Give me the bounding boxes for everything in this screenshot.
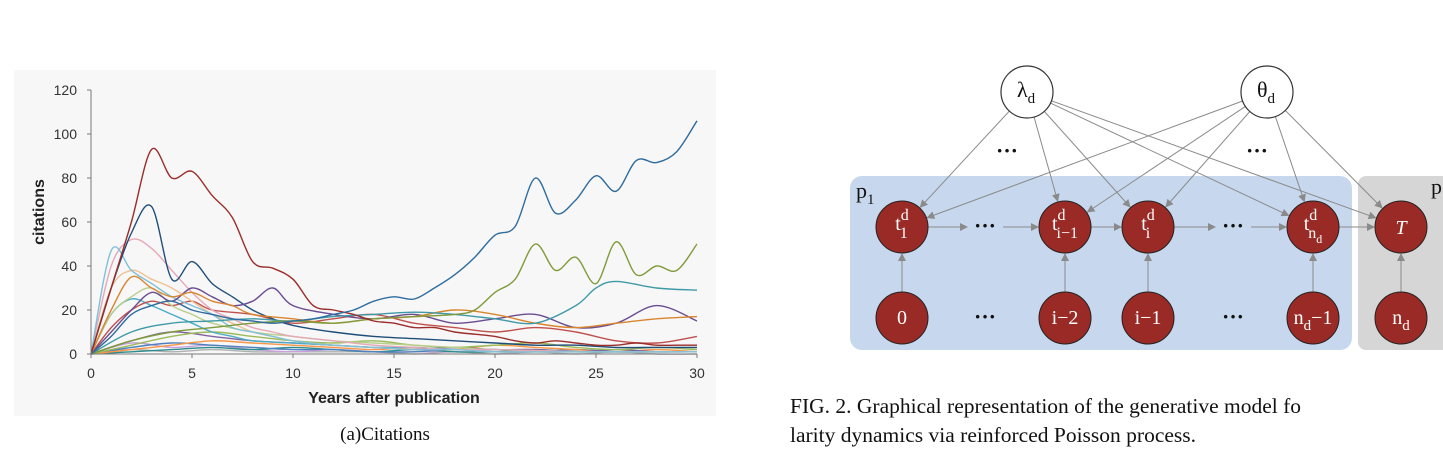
parameter-edge <box>1043 111 1131 208</box>
parameter-edge <box>1284 110 1383 209</box>
blue-plate-box <box>850 176 1352 350</box>
series-line <box>90 300 698 355</box>
edge-group <box>898 100 1405 292</box>
ellipsis-dots: ··· <box>974 213 996 238</box>
parameter-node: λd <box>1000 65 1054 119</box>
svg-text:nd: nd <box>1392 307 1410 334</box>
caption-line-2: larity dynamics via reinforced Poisson p… <box>790 423 1197 447</box>
x-tick-label: 25 <box>588 365 604 381</box>
x-tick-label: 30 <box>689 365 705 381</box>
graphical-model-diagram: p1 p λd θd ··· ··· td 1 ··· td i−1 td i ··· td nd T 0 ··… <box>850 65 1443 350</box>
event-time-node: td 1 <box>875 200 929 254</box>
series-line <box>90 280 698 355</box>
svg-text:nd−1: nd−1 <box>1294 307 1333 334</box>
count-node: 0 <box>875 291 929 345</box>
y-tick-label: 60 <box>61 214 77 230</box>
series-line <box>90 204 697 355</box>
series-line <box>90 246 697 355</box>
svg-text:T: T <box>1395 217 1408 239</box>
count-node: nd−1 <box>1286 291 1340 345</box>
y-tick-label: 20 <box>61 302 77 318</box>
parameter-edge <box>1274 116 1306 203</box>
svg-text:θd: θd <box>1257 77 1276 107</box>
y-axis-label: citations <box>31 179 48 245</box>
caption-line-1: FIG. 2. Graphical representation of the … <box>790 394 1302 418</box>
parameter-edge <box>1165 111 1251 208</box>
ellipsis-dots: ··· <box>1246 138 1268 163</box>
ellipsis-dots: ··· <box>974 304 996 329</box>
right-figure-caption: FIG. 2. Graphical representation of the … <box>790 392 1443 450</box>
parameter-edge <box>1086 106 1246 213</box>
parameter-edge <box>919 110 1010 208</box>
x-tick-label: 20 <box>487 365 503 381</box>
count-node: nd <box>1374 291 1428 345</box>
left-figure-caption: (a)Citations <box>340 424 430 445</box>
event-time-node: td nd <box>1286 200 1340 254</box>
y-tick-label: 40 <box>61 258 77 274</box>
count-node: i−1 <box>1121 291 1175 345</box>
y-tick-label: 0 <box>69 346 77 362</box>
svg-text:tdi: td i <box>1141 207 1155 242</box>
svg-text:i−1: i−1 <box>1135 307 1162 329</box>
ellipsis-dots: ··· <box>996 138 1018 163</box>
y-tick-label: 120 <box>54 82 78 98</box>
svg-text:td1: td 1 <box>895 207 909 242</box>
plate-label-left: p1 <box>856 178 875 208</box>
series-line <box>90 287 698 355</box>
y-tick-label: 100 <box>54 126 78 142</box>
parameter-edge <box>1050 102 1290 217</box>
x-tick-label: 0 <box>87 365 95 381</box>
chart-series-group <box>90 120 698 355</box>
series-line <box>90 241 698 355</box>
event-time-node: T <box>1374 200 1428 254</box>
chart-background <box>14 70 716 416</box>
series-line <box>90 238 698 355</box>
svg-text:i−2: i−2 <box>1052 307 1079 329</box>
series-line <box>90 147 697 355</box>
event-time-node: td i−1 <box>1038 200 1092 254</box>
y-tick-label: 80 <box>61 170 77 186</box>
event-time-node: td i <box>1121 200 1175 254</box>
parameter-edge <box>926 100 1243 219</box>
svg-text:λd: λd <box>1017 77 1036 107</box>
x-tick-group: 0 5 10 15 20 25 30 <box>87 354 705 381</box>
parameter-node: θd <box>1240 65 1294 119</box>
ellipsis-dots: ··· <box>1222 304 1244 329</box>
count-node: i−2 <box>1038 291 1092 345</box>
plate-label-right: p <box>1431 174 1442 199</box>
svg-text:0: 0 <box>897 307 907 329</box>
series-line <box>90 120 698 355</box>
series-line <box>90 348 698 355</box>
parameter-edge <box>1051 100 1377 220</box>
ellipsis-dots: ··· <box>1222 213 1244 238</box>
x-tick-label: 5 <box>188 365 196 381</box>
y-tick-group: 0 20 40 60 80 100 120 <box>54 82 91 362</box>
svg-text:tdi−1: td i−1 <box>1052 207 1078 242</box>
x-tick-label: 10 <box>285 365 301 381</box>
parameter-edge <box>1033 116 1060 202</box>
x-tick-label: 15 <box>386 365 402 381</box>
x-axis-label: Years after publication <box>308 390 480 407</box>
citations-line-chart: 0 20 40 60 80 100 120 0 5 10 15 20 25 30 Years after… <box>14 70 716 416</box>
series-line <box>90 331 698 355</box>
node-group: λd θd ··· ··· td 1 ··· td i−1 td i ··· td nd T 0 ··· i−2 i… <box>875 65 1428 345</box>
